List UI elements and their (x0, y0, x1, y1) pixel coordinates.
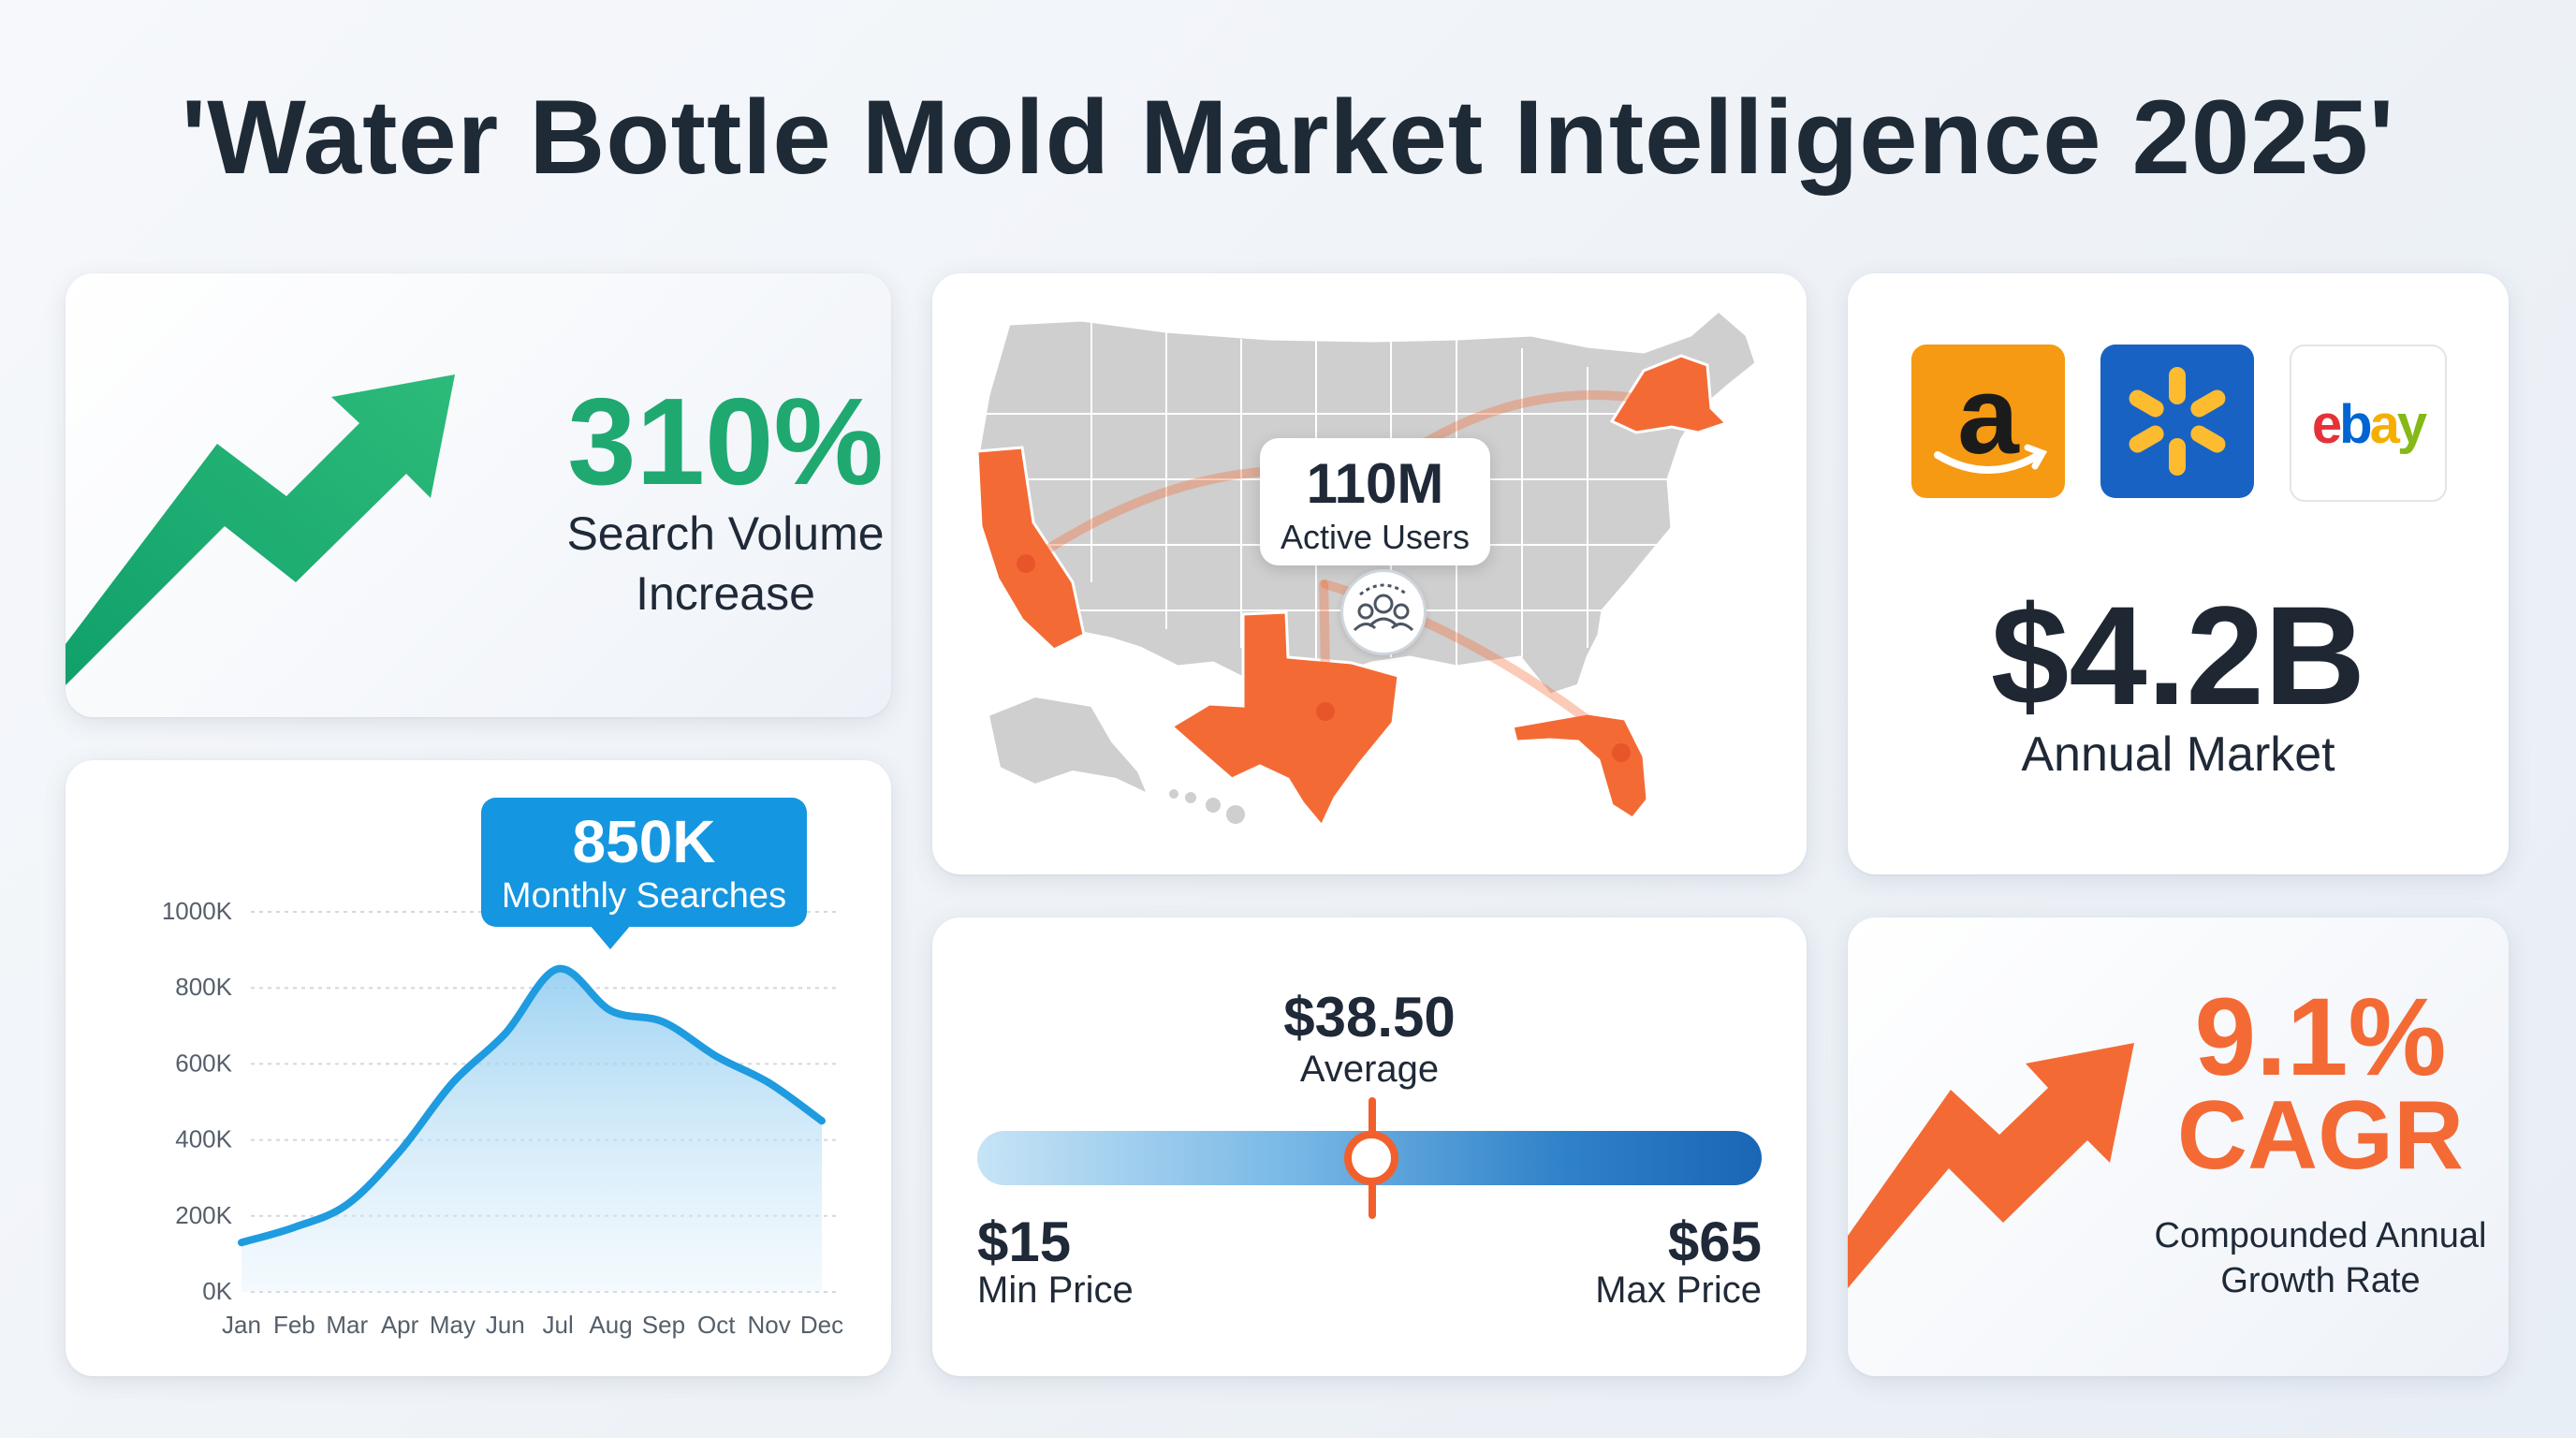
series-area (242, 968, 822, 1292)
amazon-logo-letter: a (1957, 354, 2019, 477)
cagr-card: 9.1% CAGR Compounded Annual Growth Rate (1848, 917, 2509, 1376)
monthly-searches-callout: 850K Monthly Searches (481, 798, 807, 927)
search-volume-label: Search Volume Increase (566, 507, 885, 620)
annual-market-value: $4.2B (1990, 577, 2366, 734)
search-volume-value: 310% (567, 373, 884, 510)
texas-shape (1169, 610, 1400, 829)
cagr-value: 9.1% (2194, 976, 2447, 1099)
page-title: 'Water Bottle Mold Market Intelligence 2… (181, 79, 2395, 196)
amazon-logo: a (1911, 345, 2065, 498)
alaska-shape (987, 695, 1149, 797)
x-tick-label: Aug (589, 1311, 632, 1339)
walmart-spark-icon (2129, 367, 2226, 476)
ebay-letter-e: e (2311, 394, 2342, 455)
monthly-searches-label: Monthly Searches (501, 876, 787, 916)
trend-up-arrow-icon (1848, 1043, 2134, 1288)
ebay-letter-b: b (2339, 394, 2372, 455)
active-users-callout: 110M Active Users (1260, 438, 1490, 565)
ebay-letter-a: a (2369, 394, 2400, 455)
x-tick-label: Dec (800, 1311, 843, 1339)
average-price-marker (1344, 1131, 1398, 1185)
users-group-icon (1340, 569, 1427, 655)
california-shape (975, 446, 1086, 652)
x-tick-label: Jun (486, 1311, 525, 1339)
annual-market-label: Annual Market (2021, 727, 2335, 782)
callout-pointer (590, 925, 631, 949)
new-york-shape (1609, 354, 1729, 434)
x-tick-label: Sep (642, 1311, 685, 1339)
y-tick-label: 400K (175, 1125, 232, 1153)
market-size-card: a ebay $4.2B Annual Market (1848, 273, 2509, 874)
average-price-label: Average (1299, 1049, 1440, 1090)
x-tick-label: Mar (326, 1311, 368, 1339)
florida-shape (1511, 712, 1649, 820)
search-volume-card: 310% Search Volume Increase (66, 273, 891, 717)
amazon-smile-icon (1934, 444, 2048, 474)
x-tick-label: Jul (543, 1311, 574, 1339)
y-tick-label: 800K (175, 973, 232, 1001)
cagr-label: Compounded Annual Growth Rate (2154, 1216, 2487, 1300)
y-tick-label: 600K (175, 1049, 232, 1077)
ebay-letter-y: y (2396, 394, 2427, 455)
walmart-logo (2100, 345, 2254, 498)
active-users-label: Active Users (1280, 518, 1471, 556)
y-tick-label: 0K (202, 1277, 232, 1305)
y-tick-label: 1000K (162, 897, 233, 925)
active-users-value: 110M (1306, 452, 1444, 515)
monthly-searches-chart: 0K 200K 400K 600K 800K 1000K Jan Feb Mar Apr May Ju… (162, 897, 843, 1339)
x-tick-label: Jan (222, 1311, 261, 1339)
map-card: 110M Active Users (932, 273, 1807, 874)
x-tick-label: Nov (748, 1311, 791, 1339)
x-tick-label: Oct (697, 1311, 736, 1339)
min-price-label: Min Price (977, 1269, 1134, 1311)
y-tick-label: 200K (175, 1201, 232, 1229)
x-tick-label: Apr (381, 1311, 419, 1339)
location-dots (1017, 554, 1631, 762)
trend-up-arrow-icon (66, 374, 455, 685)
x-tick-label: Feb (273, 1311, 315, 1339)
monthly-searches-value: 850K (572, 808, 716, 875)
cagr-heading: CAGR (2176, 1081, 2465, 1190)
ebay-logo: ebay (2290, 345, 2447, 502)
price-range-card: $38.50 Average $15 Min Price $65 Max Pri… (932, 917, 1807, 1376)
hawaii-shape (1169, 789, 1245, 824)
x-tick-label: May (430, 1311, 476, 1339)
max-price-label: Max Price (1595, 1269, 1762, 1311)
max-price-value: $65 (1667, 1211, 1762, 1273)
min-price-value: $15 (977, 1211, 1072, 1273)
monthly-searches-chart-card: 0K 200K 400K 600K 800K 1000K Jan Feb Mar Apr May Ju… (66, 760, 891, 1376)
average-price-value: $38.50 (1283, 986, 1456, 1049)
